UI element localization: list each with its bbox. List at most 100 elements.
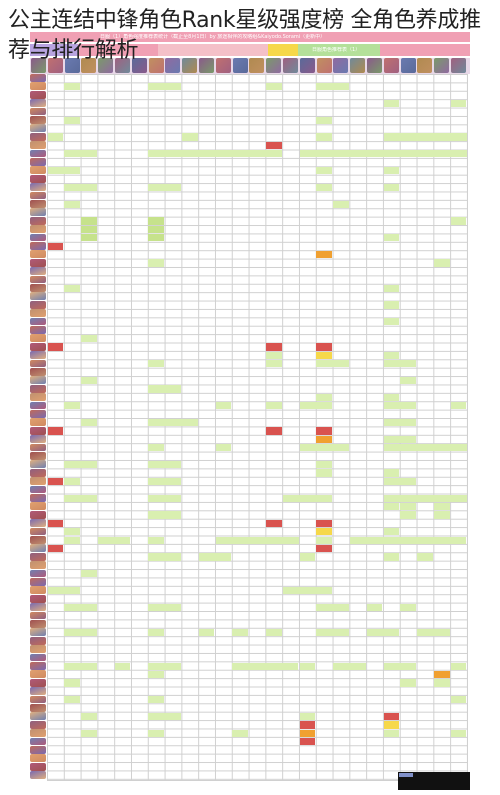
row-portrait [30,376,46,385]
rating-cell [64,628,97,637]
row-portrait [30,418,46,427]
rating-cell [433,511,450,519]
rating-cell [316,166,333,175]
row-portrait [30,74,46,82]
row-portrait [30,141,46,150]
row-portrait [30,401,46,410]
row-portrait [30,754,46,763]
rating-cell [64,477,81,486]
watermark-bar [398,772,470,790]
rating-cell [383,729,400,738]
row-portrait [30,384,46,393]
rating-cell [299,712,316,721]
column-thumbnail [182,58,198,73]
rating-cell [64,284,81,292]
sheet-header-subtitle: 日服角色推荐表（1） [312,47,361,53]
rating-cell [81,418,97,427]
row-portrait [30,351,46,360]
row-portrait [30,695,46,704]
rating-cell [81,712,97,721]
row-portrait [30,510,46,519]
rating-cell [148,477,181,486]
row-portrait [30,258,46,267]
page-title: 公主连结中锋角色Rank星级强度榜 全角色养成推荐与排行解析 [8,8,481,63]
rating-cell [215,536,299,544]
row-portrait [30,771,46,780]
row-portrait [30,250,46,259]
column-thumbnail [232,58,248,73]
rating-cell [383,166,400,175]
rating-cell [232,662,299,670]
row-portrait [30,225,46,234]
rating-cell [383,402,417,410]
row-portrait [30,636,46,645]
rating-cell [383,435,417,444]
row-portrait [30,233,46,242]
rating-cell [316,250,333,259]
row-portrait [30,191,46,200]
rating-cell [316,628,349,637]
rating-cell [299,444,349,452]
rating-cell [433,259,450,267]
row-portrait [30,485,46,494]
column-thumbnail [316,58,332,73]
rating-cell [316,133,333,141]
column-thumbnail [434,58,450,73]
rating-cell [433,502,450,511]
row-portrait [30,687,46,696]
rating-cell [383,234,400,242]
rating-cell [383,502,400,511]
rating-cell [366,603,383,612]
rating-cell [333,200,349,208]
rating-cell [64,696,81,704]
rating-cell [299,738,316,746]
row-portrait [30,712,46,721]
row-portrait [30,746,46,754]
row-portrait [30,267,46,276]
row-portrait [30,628,46,637]
rating-cell [316,116,333,124]
column-thumbnail [299,58,315,73]
row-portrait [30,678,46,687]
rating-cell [299,150,467,158]
row-portrait [30,82,46,91]
row-portrait [30,468,46,477]
rating-cell [47,477,64,486]
rating-cell [383,133,467,141]
row-portrait [30,107,46,116]
rating-cell [316,519,333,528]
rating-cell [433,670,450,679]
rating-cell [383,721,400,729]
row-portrait [30,359,46,368]
row-portrait [30,300,46,309]
rating-cell [366,628,400,637]
rating-cell [81,234,97,242]
rating-cell [383,418,417,427]
column-thumbnail [98,58,114,73]
row-portrait [30,410,46,418]
rating-cell [148,217,165,225]
rating-cell [265,360,282,368]
column-thumbnail [367,58,382,73]
column-thumbnail [215,58,231,73]
rating-cell [47,242,64,250]
rating-cell [383,301,400,309]
column-thumbnail [199,58,214,73]
rating-cell [417,628,450,637]
row-portrait [30,124,46,133]
rating-cell [400,376,417,385]
row-portrait [30,594,46,603]
rating-cell [81,570,97,578]
row-portrait [30,342,46,351]
rating-cell [316,183,333,192]
row-portrait [30,132,46,141]
rating-cell [299,662,316,670]
rating-cell [383,477,417,486]
row-portrait [30,477,46,486]
rating-cell [433,679,450,687]
row-portrait [30,653,46,662]
rating-cell [450,696,467,704]
row-portrait [30,494,46,502]
row-portrait [30,426,46,435]
rating-cell [81,376,97,385]
